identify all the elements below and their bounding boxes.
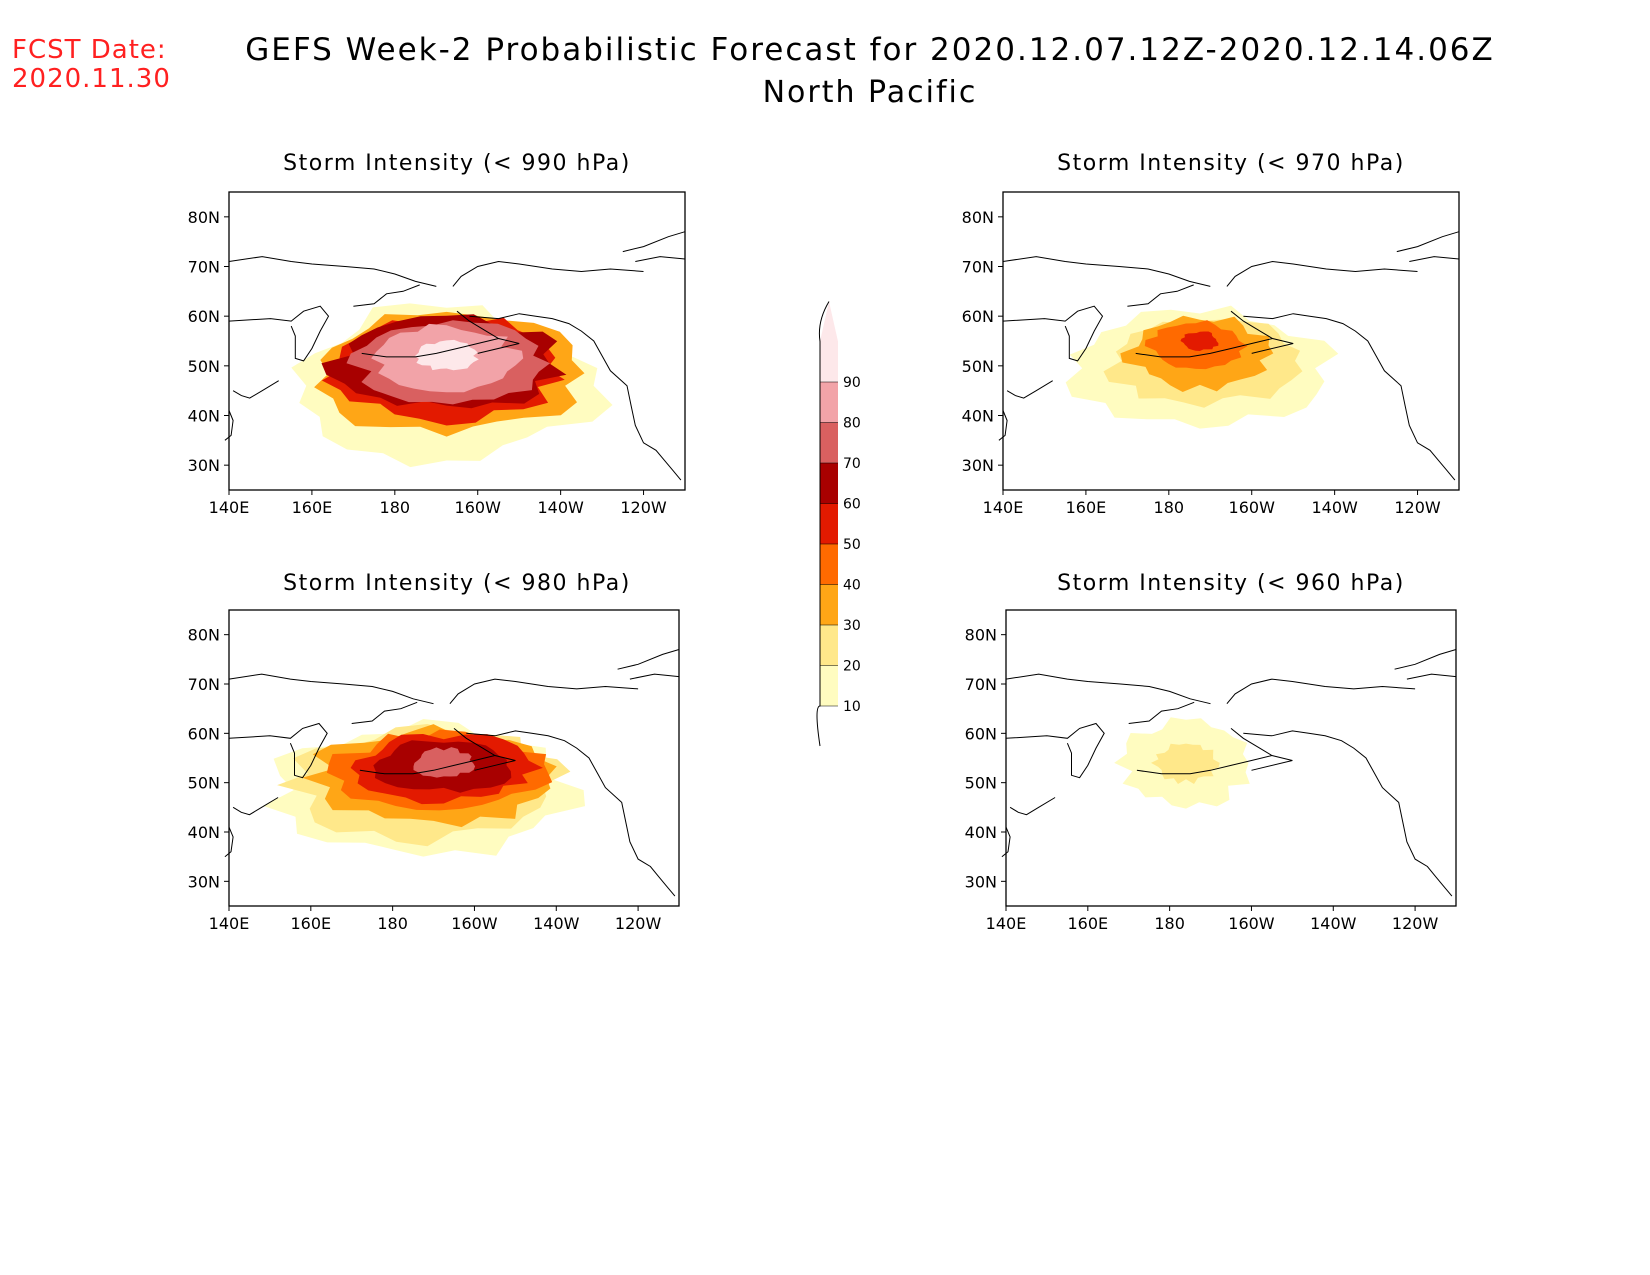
page-title: GEFS Week-2 Probabilistic Forecast for 2… bbox=[245, 32, 1495, 68]
map-panel-980: 140E 160E 180 160W 140W 120W 80N 70N 60N 50N 40N 30… bbox=[188, 609, 680, 933]
probability-field bbox=[263, 719, 585, 857]
map-frame bbox=[228, 191, 686, 491]
map-panel-970: 140E 160E 180 160W 140W 120W 80N 70N 60N 50N 40N 30… bbox=[962, 191, 1460, 517]
y-tick-label: 30N bbox=[965, 872, 997, 891]
y-tick-label: 70N bbox=[188, 258, 220, 277]
colorbar-label: 60 bbox=[843, 497, 861, 513]
y-tick-label: 60N bbox=[188, 724, 220, 743]
colorbar-swatch bbox=[820, 341, 838, 382]
colorbar-swatch bbox=[820, 544, 838, 585]
x-tick-label: 140W bbox=[533, 914, 580, 933]
colorbar-label: 50 bbox=[843, 537, 861, 553]
y-tick-label: 50N bbox=[188, 357, 220, 376]
colorbar-swatch bbox=[820, 665, 838, 706]
colorbar-label: 70 bbox=[843, 456, 861, 472]
y-tick-label: 50N bbox=[962, 357, 994, 376]
colorbar-label: 20 bbox=[843, 659, 861, 675]
probability-field bbox=[1065, 305, 1339, 429]
y-tick-label: 40N bbox=[965, 823, 997, 842]
x-tick-label: 140W bbox=[1310, 914, 1357, 933]
x-tick-label: 120W bbox=[620, 498, 667, 517]
x-tick-label: 160E bbox=[292, 498, 333, 517]
y-tick-label: 70N bbox=[965, 675, 997, 694]
coastline bbox=[224, 231, 686, 481]
colorbar-swatch bbox=[820, 463, 838, 504]
x-tick-label: 160W bbox=[1229, 498, 1276, 517]
x-tick-label: 180 bbox=[1154, 914, 1185, 933]
fcst-label: FCST Date: bbox=[12, 35, 167, 65]
x-tick-label: 140W bbox=[537, 498, 584, 517]
colorbar-label: 10 bbox=[843, 699, 861, 715]
x-tick-label: 160E bbox=[1067, 914, 1108, 933]
x-tick-label: 140W bbox=[1311, 498, 1358, 517]
panel-title-980: Storm Intensity (< 980 hPa) bbox=[283, 571, 631, 596]
colorbar-label: 30 bbox=[843, 618, 861, 634]
y-tick-label: 70N bbox=[188, 675, 220, 694]
coastline bbox=[1001, 649, 1457, 897]
colorbar-label: 90 bbox=[843, 375, 861, 391]
x-tick-label: 160W bbox=[455, 498, 502, 517]
x-tick-label: 120W bbox=[1394, 498, 1441, 517]
coastline bbox=[224, 649, 680, 897]
x-tick-label: 120W bbox=[1392, 914, 1439, 933]
y-tick-label: 30N bbox=[188, 456, 220, 475]
x-tick-label: 160W bbox=[451, 914, 498, 933]
x-tick-label: 160E bbox=[290, 914, 331, 933]
colorbar-label: 80 bbox=[843, 416, 861, 432]
x-tick-label: 180 bbox=[1154, 498, 1185, 517]
y-tick-label: 50N bbox=[965, 774, 997, 793]
x-tick-label: 140E bbox=[983, 498, 1024, 517]
y-tick-label: 30N bbox=[188, 872, 220, 891]
x-tick-label: 160W bbox=[1228, 914, 1275, 933]
x-tick-label: 140E bbox=[209, 914, 250, 933]
y-tick-label: 60N bbox=[965, 724, 997, 743]
map-frame bbox=[228, 609, 680, 907]
map-panel-960: 140E 160E 180 160W 140W 120W 80N 70N 60N 50N 40N 30… bbox=[965, 609, 1457, 933]
fcst-date: 2020.11.30 bbox=[12, 64, 171, 94]
colorbar-swatch bbox=[820, 503, 838, 544]
panel-title-990: Storm Intensity (< 990 hPa) bbox=[283, 151, 631, 176]
x-tick-label: 160E bbox=[1066, 498, 1107, 517]
map-panel-990: 140E 160E 180 160W 140W 120W 80N 70N 60N 50N 40N 30… bbox=[188, 191, 686, 517]
y-tick-label: 50N bbox=[188, 774, 220, 793]
panel-title-970: Storm Intensity (< 970 hPa) bbox=[1057, 151, 1405, 176]
region-level-50 bbox=[1180, 331, 1219, 351]
page-subtitle: North Pacific bbox=[762, 75, 978, 110]
y-tick-label: 30N bbox=[962, 456, 994, 475]
x-tick-label: 180 bbox=[380, 498, 411, 517]
x-tick-label: 120W bbox=[615, 914, 662, 933]
y-tick-label: 80N bbox=[188, 626, 220, 645]
map-frame bbox=[1005, 609, 1457, 907]
y-tick-label: 40N bbox=[188, 407, 220, 426]
y-tick-label: 80N bbox=[965, 626, 997, 645]
coastline bbox=[998, 231, 1460, 481]
y-tick-label: 80N bbox=[962, 208, 994, 227]
map-frame bbox=[1002, 191, 1460, 491]
y-tick-label: 40N bbox=[962, 407, 994, 426]
panel-title-960: Storm Intensity (< 960 hPa) bbox=[1057, 571, 1405, 596]
forecast-date-label: FCST Date: 2020.11.30 bbox=[12, 36, 171, 94]
colorbar: 10 20 30 40 50 60 70 80 90 bbox=[816, 301, 861, 747]
colorbar-swatch bbox=[820, 382, 838, 423]
colorbar-label: 40 bbox=[843, 578, 861, 594]
colorbar-swatch bbox=[820, 625, 838, 666]
colorbar-swatch bbox=[820, 584, 838, 625]
y-tick-label: 70N bbox=[962, 258, 994, 277]
colorbar-swatch bbox=[820, 422, 838, 463]
y-tick-label: 60N bbox=[188, 307, 220, 326]
region-level-70 bbox=[413, 747, 476, 778]
x-tick-label: 140E bbox=[209, 498, 250, 517]
y-tick-label: 80N bbox=[188, 208, 220, 227]
x-tick-label: 180 bbox=[377, 914, 408, 933]
y-tick-label: 40N bbox=[188, 823, 220, 842]
x-tick-label: 140E bbox=[986, 914, 1027, 933]
y-tick-label: 60N bbox=[962, 307, 994, 326]
